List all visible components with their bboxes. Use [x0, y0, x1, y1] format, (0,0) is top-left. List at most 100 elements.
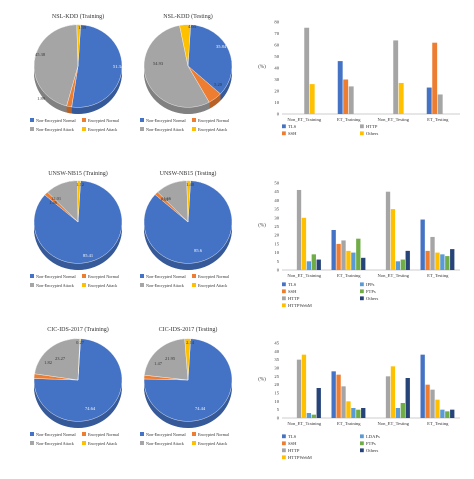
bar	[297, 360, 301, 418]
y-axis-label: (%)	[258, 378, 266, 383]
y-tick-label: 20	[274, 89, 279, 94]
pie-legend-swatch	[30, 283, 34, 287]
pie-legend-label: Non-Encrypted Normal	[146, 274, 186, 279]
pie-chart: CIC-IDS-2017 (Testing)74.441.4721.952.14…	[140, 326, 232, 446]
pie-legend-label: Non-Encrypted Normal	[36, 432, 76, 437]
pie-legend-swatch	[30, 127, 34, 131]
pie-legend-label: Non-Encrypted Attack	[36, 127, 75, 132]
bar	[427, 88, 432, 114]
bar	[341, 386, 345, 418]
pie-legend-swatch	[140, 283, 144, 287]
pie-data-label: 2.14	[186, 340, 195, 345]
bar	[356, 410, 360, 418]
y-tick-label: 60	[274, 43, 279, 48]
y-tick-label: 25	[274, 224, 279, 229]
x-tick-label: ET_Training	[337, 421, 361, 426]
pie-legend-swatch	[192, 118, 196, 122]
bar	[307, 261, 311, 270]
pie-legend-swatch	[82, 274, 86, 278]
bar	[406, 251, 410, 270]
bar-legend-swatch	[360, 289, 364, 293]
pie-data-label: 1.40	[186, 182, 195, 187]
pie-chart: UNSW-NB15 (Training)85.411.4612.011.12No…	[30, 170, 122, 288]
y-tick-label: 30	[274, 77, 279, 82]
pie-legend-swatch	[192, 127, 196, 131]
pie-legend-label: Encrypted Normal	[88, 432, 120, 437]
pie-data-label: 21.95	[165, 356, 176, 361]
bar	[425, 385, 429, 418]
pie-legend-swatch	[140, 118, 144, 122]
pie-legend-label: Encrypted Attack	[88, 127, 118, 132]
y-tick-label: 50	[274, 54, 279, 59]
y-tick-label: 0	[277, 112, 280, 117]
bar	[317, 260, 321, 270]
pie-data-label: 4.03	[188, 24, 197, 29]
pie-legend-swatch	[82, 441, 86, 445]
y-tick-label: 25	[274, 374, 279, 379]
pie-legend-label: Encrypted Attack	[198, 283, 228, 288]
y-tick-label: 0	[277, 416, 280, 421]
pie-title: NSL-KDD (Training)	[52, 13, 104, 20]
pie-legend-label: Non-Encrypted Normal	[146, 118, 186, 123]
bar-legend-label: Others	[366, 448, 378, 453]
bar	[430, 390, 434, 418]
bar-legend-label: TLS	[288, 124, 297, 129]
pie-data-label: 85.41	[83, 253, 93, 258]
bar	[450, 249, 454, 270]
bar-legend-swatch	[282, 455, 286, 459]
bar	[343, 80, 348, 115]
pie-chart: CIC-IDS-2017 (Training)74.641.8223.270.2…	[30, 326, 122, 446]
bar-legend-swatch	[282, 289, 286, 293]
y-tick-label: 50	[274, 181, 279, 186]
pie-data-label: 1.12	[76, 182, 84, 187]
pie-legend-label: Encrypted Attack	[88, 441, 118, 446]
bar	[401, 403, 405, 418]
bar-legend-swatch	[360, 124, 364, 128]
pie-legend-swatch	[30, 274, 34, 278]
bar-legend-label: IPPs	[366, 282, 375, 287]
y-tick-label: 45	[274, 341, 279, 346]
pie-data-label: 54.93	[153, 61, 164, 66]
pie-legend-label: Encrypted Normal	[198, 118, 230, 123]
bar	[396, 408, 400, 418]
bar	[440, 410, 444, 418]
pie-legend-swatch	[192, 432, 196, 436]
pie-data-label: 0.27	[76, 340, 85, 345]
bar-legend-label: FTPs	[366, 289, 376, 294]
pie-legend-label: Non-Encrypted Attack	[146, 127, 185, 132]
pie-data-label: 35.84	[216, 44, 227, 49]
pie-legend-label: Encrypted Normal	[198, 274, 230, 279]
y-tick-label: 40	[274, 198, 279, 203]
x-tick-label: Non_ET_Training	[287, 273, 321, 278]
bar-legend-swatch	[282, 434, 286, 438]
pie-legend-label: Non-Encrypted Attack	[36, 283, 75, 288]
pie-legend-label: Encrypted Attack	[198, 441, 228, 446]
x-tick-label: Non_ET_Testing	[377, 273, 409, 278]
pie-data-label: 45.38	[35, 52, 46, 57]
pie-legend-swatch	[192, 274, 196, 278]
bar-legend-label: Others	[366, 131, 378, 136]
bar-legend-label: TLS	[288, 434, 297, 439]
x-tick-label: Non_ET_Training	[287, 117, 321, 122]
pie-legend-label: Non-Encrypted Normal	[146, 432, 186, 437]
bar	[361, 408, 365, 418]
bar	[435, 253, 439, 270]
pie-title: CIC-IDS-2017 (Training)	[47, 326, 109, 333]
x-tick-label: ET_Testing	[427, 117, 449, 122]
x-tick-label: Non_ET_Testing	[377, 421, 409, 426]
pie-chart: NSL-KDD (Training)51.341.8945.381.39Non-…	[30, 13, 124, 132]
bar-legend-swatch	[282, 124, 286, 128]
y-tick-label: 35	[274, 207, 279, 212]
pie-legend-swatch	[192, 441, 196, 445]
y-tick-label: 10	[274, 100, 279, 105]
pie-data-label: 23.27	[55, 356, 66, 361]
bar	[351, 408, 355, 418]
bar	[361, 258, 365, 270]
